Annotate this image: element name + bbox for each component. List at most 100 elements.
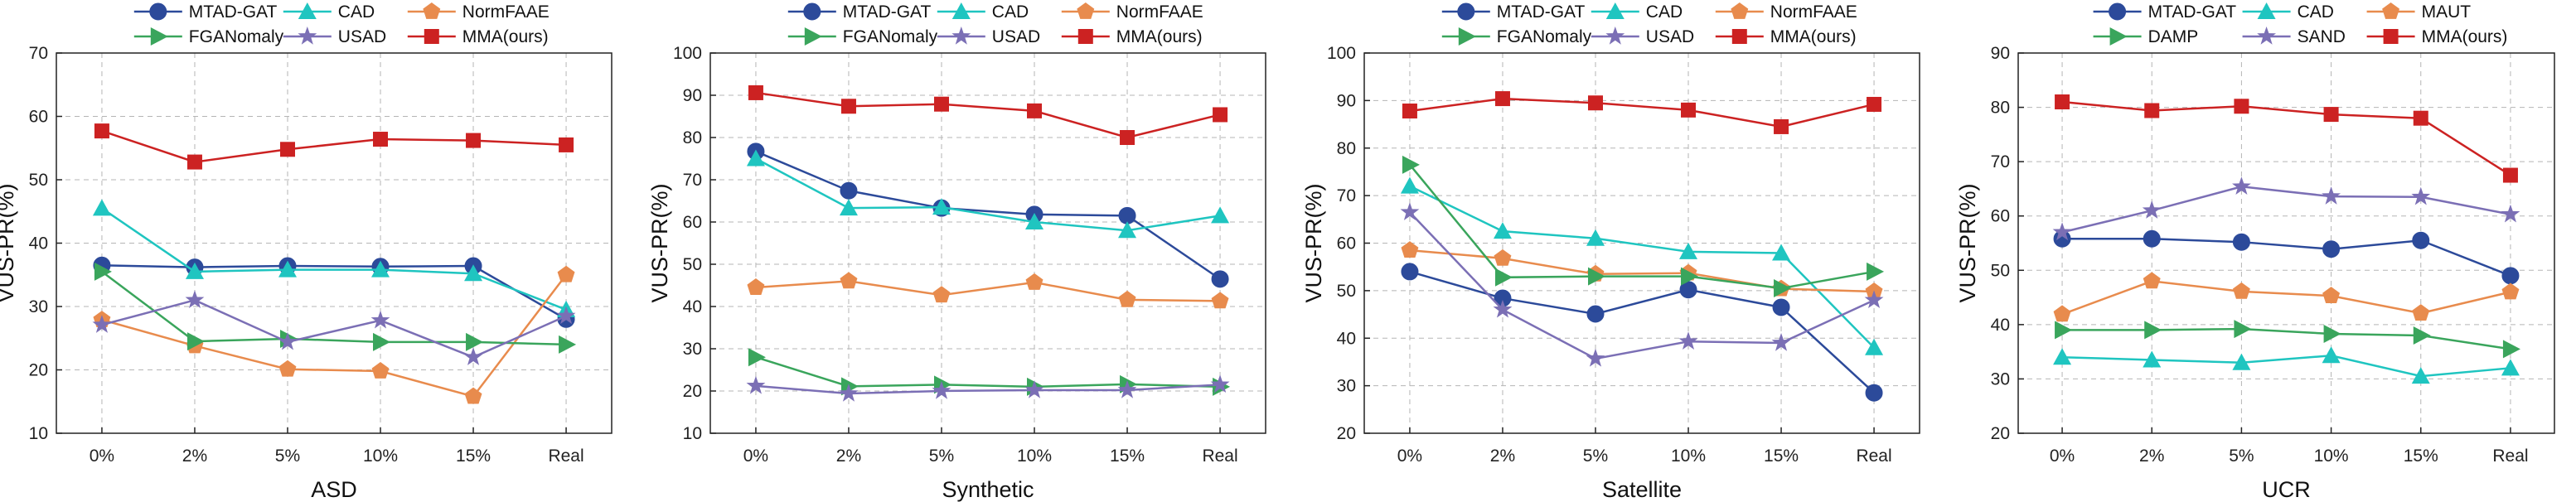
- data-point: [1213, 107, 1228, 123]
- series-line-MMA(ours): [1409, 97, 1875, 128]
- legend-label: NormFAAE: [1770, 2, 1857, 22]
- series-line-MMA(ours): [755, 91, 1221, 139]
- series-line-MAUT: [2061, 280, 2511, 316]
- legend-marker: [2109, 2, 2127, 21]
- y-axis-title: VUS-PR(%): [1955, 183, 1980, 302]
- legend-marker: [1077, 29, 1093, 44]
- y-tick-label: 90: [1991, 44, 2010, 63]
- y-tick-label: 10: [29, 424, 48, 443]
- data-point: [2055, 321, 2073, 340]
- legend-label: MTAD-GAT: [2148, 2, 2237, 22]
- data-point: [186, 332, 205, 351]
- y-tick-label: 80: [683, 128, 702, 147]
- legend-label: FGANomaly: [1497, 27, 1592, 46]
- legend-marker: [424, 29, 439, 44]
- series-line-CAD: [1409, 185, 1875, 349]
- y-tick-label: 60: [29, 108, 48, 127]
- data-point: [371, 362, 390, 379]
- data-point: [1025, 273, 1043, 290]
- data-point: [2053, 348, 2072, 365]
- y-tick-label: 20: [29, 361, 48, 380]
- data-point: [1210, 374, 1230, 393]
- legend-marker: [423, 2, 441, 19]
- data-point: [1401, 241, 1419, 258]
- x-tick-label: 10%: [2314, 446, 2349, 466]
- data-point: [464, 264, 483, 282]
- data-point: [464, 387, 482, 404]
- legend-marker: [804, 27, 822, 46]
- series-line-MTAD-GAT: [101, 264, 567, 321]
- legend-marker: [2109, 27, 2128, 46]
- data-point: [94, 262, 112, 281]
- y-tick-label: 70: [1991, 152, 2010, 171]
- series-line-FGANomaly: [1408, 164, 1875, 290]
- data-point: [1864, 290, 1884, 309]
- data-point: [1771, 332, 1791, 351]
- data-point: [1400, 176, 1419, 194]
- x-axis-title: UCR: [2262, 477, 2311, 502]
- legend-marker: [951, 27, 971, 45]
- legend-label: NormFAAE: [1116, 2, 1203, 22]
- data-point: [1865, 384, 1883, 402]
- legend-label: CAD: [338, 2, 375, 22]
- legend-label: FGANomaly: [189, 27, 284, 46]
- y-tick-label: 10: [683, 424, 702, 443]
- series-line-MTAD-GAT: [755, 150, 1221, 280]
- data-point: [2411, 367, 2430, 384]
- x-tick-label: 5%: [275, 446, 300, 466]
- y-tick-label: 50: [29, 171, 48, 190]
- data-point: [1211, 206, 1230, 224]
- legend-marker: [298, 27, 317, 45]
- data-point: [2501, 204, 2520, 223]
- data-point: [1120, 130, 1135, 145]
- data-point: [2144, 103, 2160, 118]
- data-point: [92, 199, 111, 216]
- legend-label: MMA(ours): [1116, 27, 1203, 46]
- data-point: [2501, 282, 2520, 300]
- data-point: [2501, 267, 2520, 285]
- y-tick-label: 90: [683, 86, 702, 105]
- data-point: [1494, 249, 1512, 266]
- legend-marker: [951, 2, 971, 19]
- series-line-CAD: [101, 207, 567, 311]
- data-point: [559, 137, 574, 152]
- data-point: [748, 84, 763, 100]
- data-point: [370, 310, 390, 329]
- y-tick-label: 40: [683, 297, 702, 316]
- x-tick-label: 2%: [836, 446, 861, 466]
- data-point: [746, 375, 766, 394]
- y-tick-label: 40: [1337, 329, 1356, 348]
- data-point: [1027, 103, 1043, 118]
- series-line-NormFAAE: [755, 280, 1221, 302]
- chart-panel-2: 10 20 30 40 50 60 70 80 90 100 0% 2% 5% 10% 15% Real Syn…: [647, 2, 1266, 502]
- y-axis-title: VUS-PR(%): [0, 183, 18, 302]
- x-tick-label: 2%: [2139, 446, 2164, 466]
- data-point: [2322, 186, 2341, 205]
- x-axis-title: ASD: [311, 477, 357, 502]
- y-tick-label: 50: [1991, 261, 2010, 280]
- data-point: [278, 360, 297, 377]
- data-point: [373, 332, 391, 351]
- data-point: [1867, 96, 1882, 112]
- y-tick-label: 90: [1337, 91, 1356, 110]
- data-point: [1493, 299, 1513, 318]
- x-tick-label: 5%: [2229, 446, 2254, 466]
- data-point: [278, 331, 298, 350]
- legend: MTAD-GAT CAD NormFAAE FGANomaly USAD MMA(ours…: [133, 2, 550, 46]
- data-point: [839, 199, 858, 216]
- x-tick-label: 15%: [1764, 446, 1799, 466]
- data-point: [92, 315, 112, 333]
- data-point: [557, 265, 575, 282]
- y-tick-label: 30: [1337, 377, 1356, 396]
- legend-label: FGANomaly: [843, 27, 938, 46]
- data-point: [279, 142, 295, 157]
- series-line-CAD: [755, 157, 1221, 232]
- x-tick-label: 0%: [2050, 446, 2075, 466]
- y-tick-label: 80: [1337, 139, 1356, 158]
- legend-marker: [150, 27, 168, 46]
- data-point: [1402, 155, 1420, 174]
- data-point: [2322, 287, 2341, 303]
- data-point: [1867, 262, 1885, 281]
- data-point: [2322, 240, 2341, 258]
- data-point: [1402, 103, 1417, 118]
